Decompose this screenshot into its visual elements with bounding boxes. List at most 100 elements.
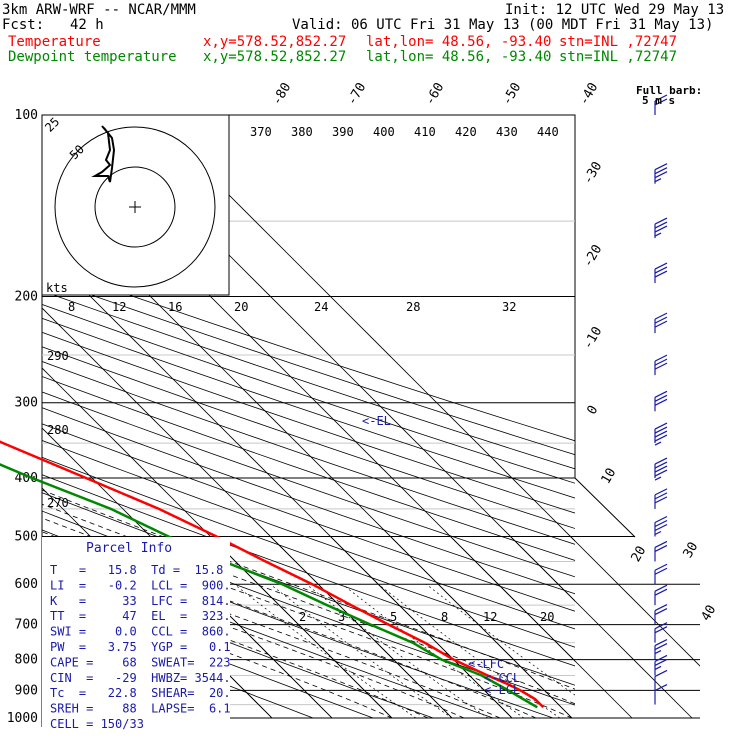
mixing-ratio-line [425,583,575,696]
pressure-label-300: 300 [15,396,38,411]
parcel-info-title: Parcel Info [86,541,172,556]
dry-adiabat [42,331,575,514]
dry-adiabat [42,589,374,719]
isotherm-line [148,115,575,542]
wind-barb-flag [654,320,668,328]
wind-barb [654,163,668,184]
wind-barb-half [654,232,662,237]
mixing-ratio-label: 2 [299,610,306,624]
thetae-label: 12 [112,300,126,314]
wind-barb-flag [654,622,668,630]
parcel-info-row: SWI = 0.0 CCL = 860. [50,625,231,639]
legend-temperature: Temperature [8,34,101,50]
isotherm-line-lower [148,537,700,719]
wind-barb [654,515,668,537]
wind-barb-flag [654,496,668,504]
wind-barb-flag [654,167,668,175]
wind-barb-flag [654,584,668,592]
isotherm-label: 20 [629,544,650,565]
lfc-marker: <-LFC [468,657,504,671]
pressure-label-700: 700 [15,618,38,633]
wind-barb [654,604,668,625]
wind-barb-flag [654,266,668,274]
wind-barb-flag [654,163,668,171]
hodograph-trace [91,125,116,183]
mixing-ratio-line [269,583,453,719]
temperature-station: stn=INL ,72747 [559,34,678,50]
isotherm-label: 30 [681,540,702,561]
wind-barb-flag [654,669,668,677]
wind-barb-flag [654,604,668,612]
wind-barb-flag [654,523,668,532]
forecast-label: Fcst: [2,17,45,33]
isotherm-label: -40 [577,80,602,108]
wind-barb-flag [654,426,668,434]
thetae-label: 32 [502,300,516,314]
temperature-curve [0,440,545,709]
isotherm-label: 40 [699,603,720,624]
wind-barb [654,684,668,705]
wind-barb-flag [654,658,668,666]
theta-label-left: 290 [47,349,69,363]
dry-adiabat [42,391,575,578]
wind-barb-flag [654,171,668,179]
mixing-ratio-label: 3 [338,610,345,624]
wind-barb-flag [654,422,668,430]
parcel-info-row: LI = -0.2 LCL = 900. [50,578,231,592]
temperature-latlon: lat,lon= 48.56, -93.40 [366,34,552,50]
barb-legend-unit: 5 m s [642,94,675,107]
wind-barb-half [654,650,662,655]
theta-label-top: 400 [373,125,395,139]
wind-barb-flag [654,608,668,616]
wind-barb [654,262,668,284]
mixing-ratio-label: 20 [540,610,554,624]
pressure-label-600: 600 [15,577,38,592]
parcel-info-background [42,537,230,727]
parcel-info-row: CIN = -29 HWBZ= 3544. [50,671,231,685]
wind-barb-flag [654,434,668,442]
dry-adiabat [42,317,575,499]
wind-barb-flag [654,567,668,575]
wind-barb [654,622,668,643]
theta-label-top: 380 [291,125,313,139]
init-time: Init: 12 UTC Wed 29 May 13 [505,2,725,18]
pressure-label-800: 800 [15,653,38,668]
thetae-label: 28 [406,300,420,314]
wind-barb-flag [654,358,668,366]
wind-barb-flag [654,94,668,102]
theta-label-top: 410 [414,125,436,139]
isotherm-label: -50 [500,80,525,108]
hodograph: 25 50 kts [41,114,230,296]
pressure-label-100: 100 [15,108,38,123]
wind-barb-flag [654,398,668,406]
wind-barb [654,457,668,481]
dewpoint-curve [0,463,538,709]
wind-barb-flag [654,469,668,477]
wind-barb [654,390,668,412]
theta-label-top: 420 [455,125,477,139]
parcel-info-row: PW = 3.75 YGP = 0.1 [50,640,231,654]
theta-label-top: 430 [496,125,518,139]
isotherm-line-lower [42,537,393,719]
thetae-label: 16 [168,300,182,314]
dry-adiabat [42,569,434,719]
hodo-ring-25 [94,166,176,248]
mixing-ratio-label: 12 [483,610,497,624]
thetae-label: 20 [234,300,248,314]
pressure-labels: 100 200 300 400 500 600 700 800 900 1000 [7,108,38,726]
isotherm-label: 0 [585,403,602,417]
wind-barb [654,488,668,509]
wind-barb-flag [654,626,668,634]
isotherm-label: -70 [345,80,370,108]
wind-barb [654,669,668,691]
wind-barb-flag [654,316,668,324]
wind-barb [654,563,668,585]
pressure-label-500: 500 [15,529,38,544]
mixing-ratio-line [377,583,561,719]
isotherm-label: -60 [423,80,448,108]
parcel-info-panel: Parcel Info T = 15.8 Td = 15.8LI = -0.2 … [42,537,231,731]
parcel-info-row: CAPE = 68 SWEAT= 223 [50,655,231,669]
pressure-label-200: 200 [15,290,38,305]
parcel-info-rows: T = 15.8 Td = 15.8LI = -0.2 LCL = 900. K … [50,563,231,731]
wind-barb-flag [654,540,668,548]
